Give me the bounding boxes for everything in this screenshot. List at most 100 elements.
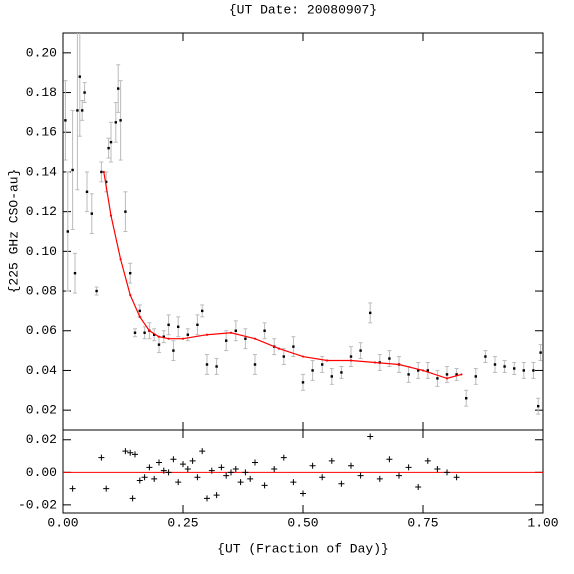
- data-point: [205, 363, 209, 366]
- y-tick-label: 0.08: [26, 283, 57, 298]
- data-point: [133, 331, 137, 334]
- fit-point: [253, 337, 257, 340]
- fit-point: [301, 355, 305, 358]
- data-point: [301, 381, 305, 384]
- residual-point: [357, 472, 364, 479]
- data-point: [177, 325, 180, 328]
- data-point: [311, 369, 314, 372]
- data-point: [124, 210, 127, 213]
- residual-point: [434, 466, 441, 473]
- residual-point: [444, 469, 450, 476]
- fit-point: [109, 214, 113, 217]
- plot-frame: [62, 429, 544, 514]
- residual-point: [208, 467, 215, 474]
- data-point: [292, 345, 295, 348]
- data-point: [196, 323, 199, 326]
- residual-point: [98, 454, 105, 461]
- x-tick-label: 1.00: [527, 515, 558, 530]
- data-point: [493, 363, 497, 366]
- residual-point: [405, 464, 412, 471]
- y-tick-label: 0.12: [26, 204, 57, 219]
- data-point: [349, 355, 353, 358]
- data-point: [117, 87, 120, 90]
- residual-point: [223, 472, 230, 479]
- residual-point: [453, 474, 460, 481]
- residual-point: [338, 480, 345, 487]
- plot-frame: [62, 32, 544, 431]
- residual-point: [136, 477, 143, 484]
- residual-point: [261, 482, 268, 489]
- data-point: [109, 140, 113, 144]
- residual-point: [328, 457, 335, 464]
- y-tick-label: 0.16: [26, 125, 57, 140]
- data-point: [71, 168, 74, 172]
- data-point: [465, 397, 468, 400]
- data-point: [359, 349, 362, 352]
- y-tick-label: 0.00: [26, 465, 57, 480]
- data-point: [407, 373, 410, 376]
- data-point: [426, 369, 429, 372]
- data-point: [253, 363, 257, 366]
- residual-point: [103, 485, 110, 492]
- data-point: [263, 329, 266, 332]
- data-point: [73, 271, 77, 275]
- residual-point: [242, 469, 249, 476]
- fit-point: [277, 347, 281, 350]
- residual-point: [175, 479, 182, 486]
- residual-point: [424, 457, 431, 464]
- residual-point: [160, 467, 167, 474]
- data-point: [417, 369, 420, 372]
- data-point: [474, 375, 477, 378]
- data-point: [66, 230, 69, 233]
- data-point: [369, 311, 372, 315]
- y-tick-label: 0.10: [26, 244, 57, 259]
- residual-point: [141, 474, 148, 481]
- residual-point: [367, 433, 374, 440]
- fit-point: [229, 331, 233, 334]
- fit-point: [119, 258, 122, 261]
- x-tick-label: 0.75: [407, 515, 438, 530]
- data-point: [513, 367, 516, 370]
- x-tick-label: 0.25: [167, 515, 198, 530]
- residual-point: [199, 448, 206, 455]
- data-point: [83, 91, 86, 94]
- residual-point: [194, 474, 201, 481]
- residual-point: [213, 492, 220, 499]
- fit-point: [460, 373, 463, 376]
- fit-point: [205, 333, 209, 336]
- data-point: [138, 309, 141, 313]
- residual-point: [348, 462, 354, 469]
- residual-point: [319, 474, 326, 481]
- residual-point: [69, 485, 76, 492]
- data-point: [114, 121, 117, 124]
- plot-area: [63, 33, 543, 415]
- y-tick-label: 0.06: [26, 323, 57, 338]
- data-point: [78, 75, 81, 78]
- data-point: [215, 365, 218, 368]
- residual-point: [386, 456, 393, 463]
- fit-point: [148, 329, 151, 332]
- residual-point: [132, 451, 138, 458]
- data-point: [532, 369, 535, 372]
- residual-point: [189, 457, 196, 464]
- residual-point: [122, 448, 129, 455]
- y-tick-label: 0.04: [26, 363, 57, 378]
- residual-point: [232, 466, 239, 473]
- data-point: [537, 404, 540, 408]
- x-axis-label: {UT (Fraction of Day)}: [217, 541, 389, 556]
- residual-point: [146, 464, 153, 471]
- y-tick-label: 0.02: [26, 432, 57, 447]
- y-tick-label: 0.20: [26, 45, 57, 60]
- data-point: [436, 377, 439, 380]
- data-point: [225, 339, 228, 342]
- residual-point: [228, 469, 234, 476]
- data-point: [157, 343, 161, 346]
- fit-point: [397, 363, 401, 366]
- residual-point: [184, 466, 191, 473]
- data-point: [321, 363, 324, 366]
- data-point: [234, 329, 237, 332]
- data-point: [167, 323, 170, 326]
- data-point: [81, 109, 84, 112]
